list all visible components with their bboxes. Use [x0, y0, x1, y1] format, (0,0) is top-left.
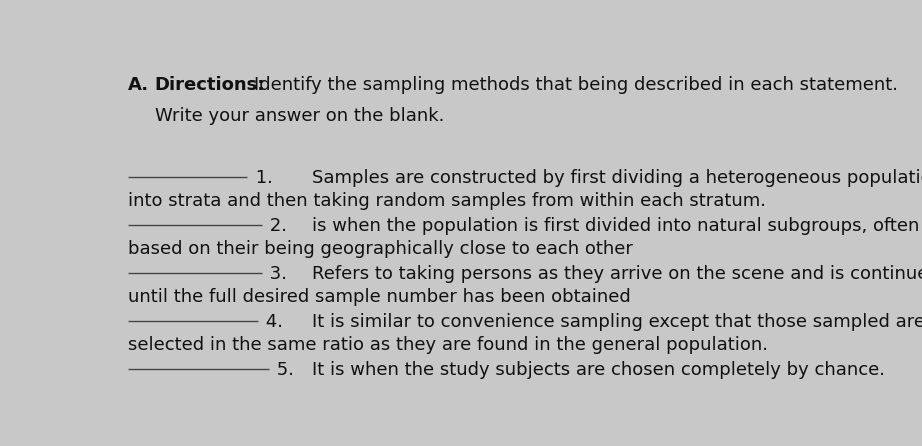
Text: A.: A. [128, 76, 149, 94]
Text: into strata and then taking random samples from within each stratum.: into strata and then taking random sampl… [128, 192, 766, 210]
Text: It is similar to convenience sampling except that those sampled are: It is similar to convenience sampling ex… [312, 313, 922, 331]
Text: 4.: 4. [260, 313, 283, 331]
Text: selected in the same ratio as they are found in the general population.: selected in the same ratio as they are f… [128, 336, 768, 354]
Text: Identify the sampling methods that being described in each statement.: Identify the sampling methods that being… [254, 76, 898, 94]
Text: is when the population is first divided into natural subgroups, often: is when the population is first divided … [312, 217, 919, 235]
Text: 2.: 2. [264, 217, 287, 235]
Text: based on their being geographically close to each other: based on their being geographically clos… [128, 240, 633, 258]
Text: until the full desired sample number has been obtained: until the full desired sample number has… [128, 288, 631, 306]
Text: 1.: 1. [250, 169, 273, 186]
Text: 5.: 5. [271, 361, 294, 379]
Text: It is when the study subjects are chosen completely by chance.: It is when the study subjects are chosen… [312, 361, 885, 379]
Text: Refers to taking persons as they arrive on the scene and is continued: Refers to taking persons as they arrive … [312, 265, 922, 283]
Text: Samples are constructed by first dividing a heterogeneous population: Samples are constructed by first dividin… [312, 169, 922, 186]
Text: Write your answer on the blank.: Write your answer on the blank. [155, 107, 443, 125]
Text: Directions:: Directions: [155, 76, 265, 94]
Text: 3.: 3. [264, 265, 287, 283]
